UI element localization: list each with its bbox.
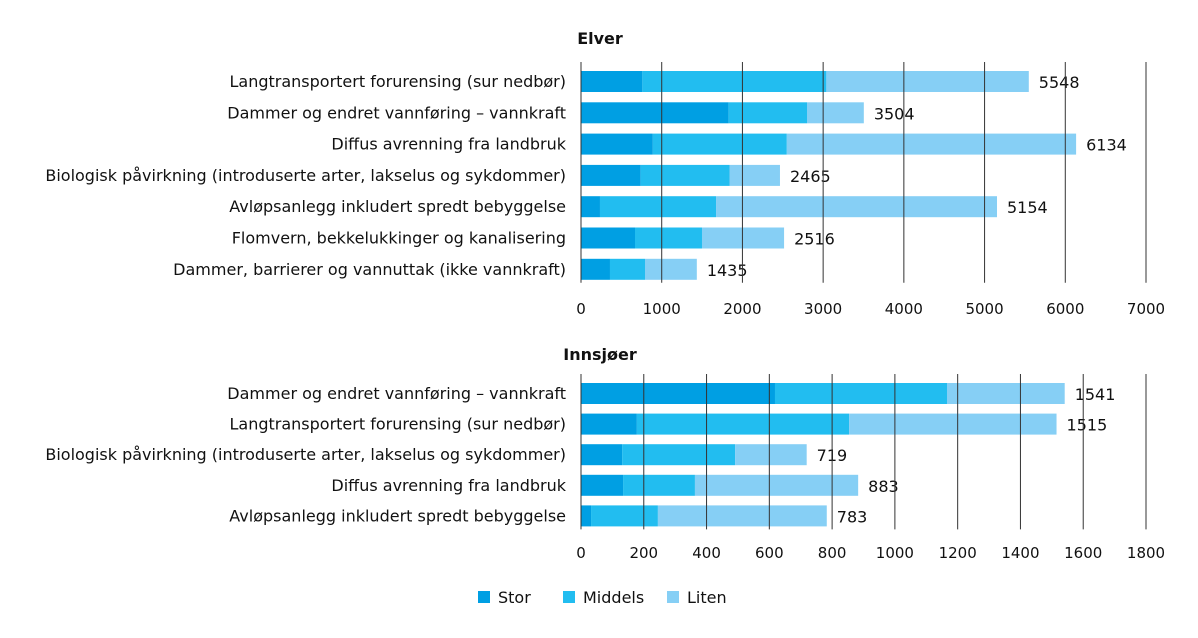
bar-segment-stor — [581, 413, 637, 435]
x-tick-label: 5000 — [965, 300, 1003, 318]
bar-segment-middels — [591, 505, 658, 527]
total-label: 783 — [837, 507, 868, 526]
bar-segment-stor — [581, 196, 600, 218]
bar-segment-liten — [826, 71, 1029, 92]
bar-segment-stor — [581, 444, 623, 466]
total-label: 5548 — [1039, 73, 1080, 92]
x-tick-label: 1200 — [939, 544, 977, 562]
bar-segment-stor — [581, 133, 653, 155]
bar-segment-stor — [581, 474, 624, 496]
bar-segment-stor — [581, 71, 643, 92]
x-tick-label: 0 — [576, 300, 586, 318]
total-label: 3504 — [874, 104, 915, 123]
x-tick-label: 1000 — [876, 544, 914, 562]
category-label: Langtransportert forurensing (sur nedbør… — [229, 72, 566, 91]
category-label: Biologisk påvirkning (introduserte arter… — [45, 166, 566, 185]
bar-segment-middels — [636, 413, 850, 435]
x-tick-label: 1400 — [1001, 544, 1039, 562]
legend-label: Stor — [498, 588, 531, 607]
bar-segment-stor — [581, 164, 641, 186]
bar-segment-liten — [657, 505, 827, 527]
chart-title: Elver — [577, 29, 623, 48]
bar-segment-liten — [946, 383, 1065, 404]
bar-segment-liten — [694, 474, 859, 496]
category-label: Diffus avrenning fra landbruk — [331, 476, 566, 495]
chart-title: Innsjøer — [563, 345, 637, 364]
x-tick-label: 4000 — [885, 300, 923, 318]
bar-segment-middels — [642, 71, 827, 92]
bar-segment-middels — [634, 227, 702, 249]
legend-label: Liten — [687, 588, 727, 607]
total-label: 1515 — [1067, 416, 1108, 435]
bar-segment-liten — [786, 133, 1077, 155]
x-tick-label: 2000 — [723, 300, 761, 318]
category-label: Avløpsanlegg inkludert spredt bebyggelse — [229, 506, 566, 525]
total-label: 2465 — [790, 167, 831, 186]
bar-segment-middels — [622, 444, 736, 466]
total-label: 1541 — [1075, 385, 1116, 404]
category-label: Dammer, barrierer og vannuttak (ikke van… — [173, 260, 566, 279]
bar-segment-middels — [728, 102, 807, 124]
bar-segment-middels — [599, 196, 717, 218]
bar-segment-stor — [581, 258, 610, 280]
total-label: 6134 — [1086, 136, 1127, 155]
bar-segment-stor — [581, 505, 592, 527]
x-tick-label: 7000 — [1127, 300, 1165, 318]
category-label: Langtransportert forurensing (sur nedbør… — [229, 415, 566, 434]
total-label: 883 — [868, 477, 899, 496]
legend-swatch-liten — [667, 591, 679, 603]
x-tick-label: 1600 — [1064, 544, 1102, 562]
category-label: Avløpsanlegg inkludert spredt bebyggelse — [229, 197, 566, 216]
x-tick-label: 1800 — [1127, 544, 1165, 562]
x-tick-label: 3000 — [804, 300, 842, 318]
bar-segment-middels — [774, 383, 947, 404]
category-label: Dammer og endret vannføring – vannkraft — [227, 384, 566, 403]
bar-segment-middels — [609, 258, 646, 280]
bar-segment-stor — [581, 383, 775, 404]
category-label: Biologisk påvirkning (introduserte arter… — [45, 445, 566, 464]
total-label: 5154 — [1007, 198, 1048, 217]
bar-segment-middels — [652, 133, 787, 155]
bar-segment-stor — [581, 227, 635, 249]
bar-segment-liten — [849, 413, 1057, 435]
bar-segment-liten — [645, 258, 697, 280]
bar-segment-liten — [716, 196, 998, 218]
legend-swatch-stor — [478, 591, 490, 603]
bar-segment-middels — [640, 164, 730, 186]
bar-segment-middels — [623, 474, 695, 496]
bar-segment-liten — [729, 164, 780, 186]
legend-label: Middels — [583, 588, 644, 607]
x-tick-label: 400 — [692, 544, 721, 562]
x-tick-label: 800 — [818, 544, 847, 562]
x-tick-label: 1000 — [643, 300, 681, 318]
x-tick-label: 0 — [576, 544, 586, 562]
total-label: 2516 — [794, 230, 835, 249]
x-tick-label: 6000 — [1046, 300, 1084, 318]
legend-swatch-middels — [563, 591, 575, 603]
bar-segment-stor — [581, 102, 729, 124]
bar-segment-liten — [735, 444, 807, 466]
category-label: Dammer og endret vannføring – vannkraft — [227, 103, 566, 122]
category-label: Diffus avrenning fra landbruk — [331, 135, 566, 154]
x-tick-label: 200 — [629, 544, 658, 562]
bar-segment-liten — [701, 227, 785, 249]
category-label: Flomvern, bekkelukkinger og kanalisering — [232, 229, 566, 248]
x-tick-label: 600 — [755, 544, 784, 562]
bar-segment-liten — [807, 102, 864, 124]
total-label: 1435 — [707, 261, 748, 280]
